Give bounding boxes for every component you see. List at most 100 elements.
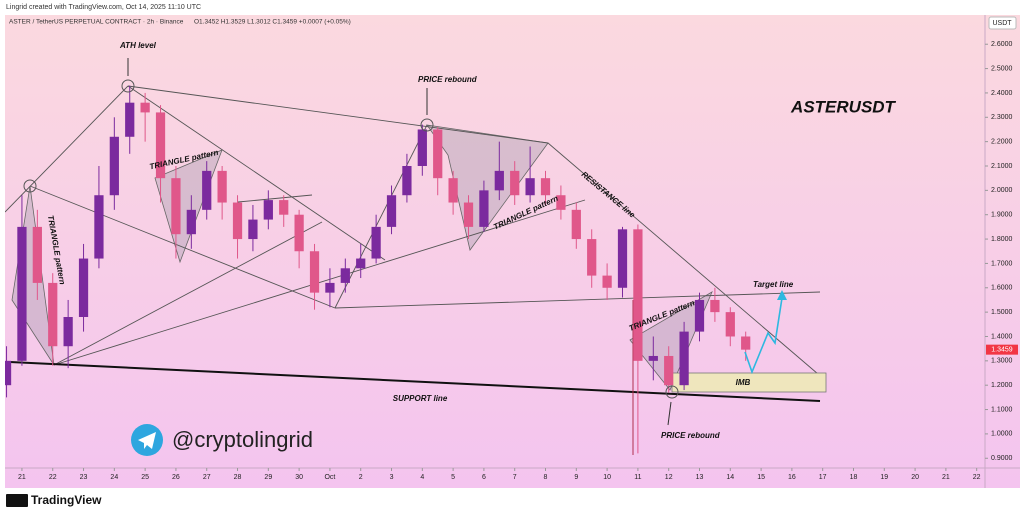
y-tick-label: 2.3000 [991, 114, 1013, 121]
x-tick-label: 22 [973, 474, 981, 481]
candle-body [32, 226, 42, 283]
y-tick-label: 1.7000 [991, 260, 1013, 267]
x-tick-label: 13 [696, 474, 704, 481]
y-tick-label: 2.6000 [991, 41, 1013, 48]
candle-body [109, 136, 119, 196]
candle-body [479, 190, 489, 227]
y-tick-label: 1.6000 [991, 285, 1013, 292]
y-tick-label: 1.4000 [991, 333, 1013, 340]
candle-body [633, 229, 643, 361]
annotation: PRICE rebound [418, 75, 478, 84]
candle-body [17, 226, 27, 361]
x-tick-label: 21 [942, 474, 950, 481]
pivot-circle [665, 385, 679, 399]
candle-body [587, 239, 597, 276]
drawings [5, 58, 827, 455]
ohlc-summary: O1.3452 H1.3529 L1.3012 C1.3459 +0.0007 … [194, 19, 351, 26]
candle-body [294, 214, 304, 252]
support-line [9, 361, 821, 402]
y-tick-label: 1.1000 [991, 406, 1013, 413]
candle-body [340, 268, 350, 283]
x-tick-label: 3 [390, 474, 394, 481]
candle-body [232, 202, 243, 240]
x-tick-label: 19 [880, 474, 888, 481]
candle-body [78, 258, 89, 317]
candle-body [417, 129, 427, 166]
trend-line [53, 221, 323, 366]
candle-body [202, 170, 212, 210]
x-tick-label: Oct [324, 474, 335, 481]
brand-name: TradingView [31, 493, 102, 507]
projection-path [744, 297, 783, 375]
brand-logo [6, 494, 28, 507]
annotation: PRICE rebound [661, 431, 721, 440]
x-tick-label: 11 [634, 474, 641, 481]
x-tick-label: 8 [544, 474, 548, 481]
candle-body [433, 129, 443, 179]
candle-body [494, 170, 504, 191]
credit: Lingrid created with TradingView.com, Oc… [6, 4, 201, 11]
annotation: ATH level [119, 41, 157, 50]
pivot-circle [23, 179, 37, 193]
y-tick-label: 2.0000 [991, 187, 1013, 194]
y-tick-label: 1.8000 [991, 236, 1013, 243]
candle-body [540, 178, 551, 196]
candle-body [510, 170, 520, 196]
candle-body [602, 275, 612, 288]
price-axis: 0.9000 1.0000 1.1000 1.2000 1.3000 1.4000 1.50… [985, 41, 1018, 462]
handle: @cryptolingrid [172, 427, 313, 452]
x-tick-label: 7 [513, 474, 517, 481]
candle-body [171, 178, 181, 235]
x-tick-label: 12 [665, 474, 673, 481]
candle-body [556, 195, 566, 210]
candle-body [741, 336, 751, 350]
candle-body [5, 360, 12, 386]
candle-body [140, 102, 150, 113]
y-tick-label: 1.3000 [991, 358, 1013, 365]
trend-line [29, 185, 336, 309]
x-tick-label: 21 [18, 474, 26, 481]
trend-line [127, 85, 549, 144]
candle-body [125, 102, 135, 137]
annotation: Target line [753, 280, 794, 289]
symbol-watermark: ASTERUSDT [790, 97, 897, 116]
x-tick-label: 25 [141, 474, 149, 481]
y-tick-label: 1.2000 [991, 382, 1013, 389]
y-tick-label: 1.0000 [991, 431, 1013, 438]
x-tick-label: 6 [482, 474, 486, 481]
y-tick-label: 2.5000 [991, 65, 1013, 72]
x-tick-label: 23 [80, 474, 88, 481]
x-tick-label: 14 [726, 474, 734, 481]
candle-body [571, 209, 581, 240]
arrow [667, 401, 672, 426]
candle-body [309, 251, 320, 293]
y-tick-label: 1.9000 [991, 212, 1013, 219]
candle-body [386, 195, 397, 227]
candle-body [402, 166, 412, 196]
x-tick-label: 18 [850, 474, 858, 481]
candle-body [617, 229, 628, 288]
annotation: IMB [736, 378, 751, 387]
triangle-shape [629, 291, 713, 391]
trend-line [334, 124, 428, 309]
candle-body [679, 331, 689, 386]
plot-background [5, 15, 1020, 488]
last-price-tag [986, 344, 1018, 355]
y-tick-label: 0.9000 [991, 455, 1013, 462]
candle-body [279, 200, 289, 215]
candle-body [325, 282, 335, 293]
annotation: SUPPORT line [393, 394, 448, 403]
trend-line [127, 85, 386, 261]
pivot-circle [121, 79, 135, 93]
candle-body [217, 170, 227, 203]
candle-body [448, 178, 458, 203]
y-tick-label: 2.4000 [991, 90, 1013, 97]
trend-line [5, 85, 129, 213]
candles [5, 85, 751, 454]
telegram-plane [138, 432, 156, 449]
x-tick-label: 2 [359, 474, 363, 481]
projection-arrow [777, 290, 787, 300]
x-tick-label: 4 [420, 474, 424, 481]
target-line [334, 291, 821, 309]
